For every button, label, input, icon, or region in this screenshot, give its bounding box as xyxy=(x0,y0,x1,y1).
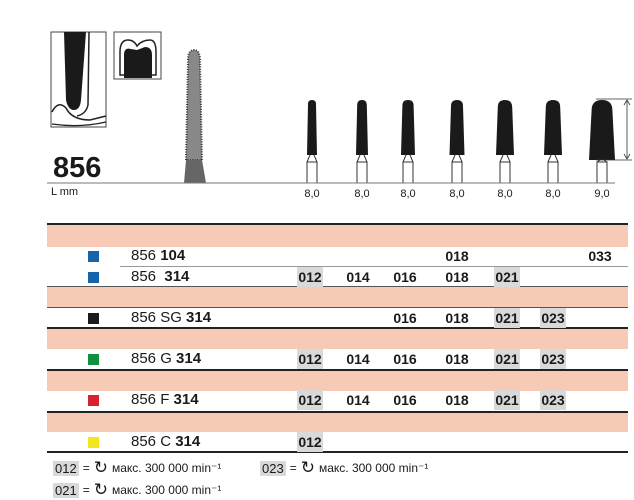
size-cell: 021 xyxy=(494,308,520,328)
length-dimension xyxy=(596,98,632,161)
size-cell: 012 xyxy=(297,267,323,287)
bur-image xyxy=(356,100,368,183)
size-cell: 018 xyxy=(445,392,469,408)
article-prefix: 856 xyxy=(131,268,161,285)
size-cell: 016 xyxy=(393,351,417,367)
length-value: 8,0 xyxy=(497,188,513,200)
bur-image xyxy=(449,100,465,183)
article-number: 856 F 314 xyxy=(131,391,199,408)
band xyxy=(47,225,628,247)
band xyxy=(47,413,628,432)
color-code-swatch xyxy=(88,354,99,365)
size-cell: 023 xyxy=(540,308,566,328)
article-shank: 314 xyxy=(173,391,199,408)
size-cell: 018 xyxy=(445,310,469,326)
size-cell: 023 xyxy=(540,390,566,410)
length-value: 8,0 xyxy=(304,188,320,200)
article-number: 856 SG 314 xyxy=(131,309,211,326)
size-cell: 012 xyxy=(297,432,323,452)
size-cell: 021 xyxy=(494,390,520,410)
legend-text: макс. 300 000 min⁻¹ xyxy=(111,483,222,497)
bur-image xyxy=(496,100,514,183)
divider xyxy=(47,286,628,287)
rule xyxy=(47,327,628,329)
table-bottom-rule xyxy=(47,451,628,453)
band xyxy=(47,329,628,349)
article-shank: 314 xyxy=(186,309,212,326)
size-cell: 012 xyxy=(297,349,323,369)
legend-code: 023 xyxy=(260,460,286,476)
legend-equals: = xyxy=(289,461,297,475)
crown-icon xyxy=(113,31,162,80)
bur-image xyxy=(589,100,615,183)
article-number: 856 G 314 xyxy=(131,350,201,367)
size-cell: 021 xyxy=(494,349,520,369)
size-cell: 012 xyxy=(297,390,323,410)
legend-equals: = xyxy=(82,461,90,475)
legend-item: 021 = ↻ макс. 300 000 min⁻¹ xyxy=(53,480,221,500)
article-shank: 314 xyxy=(175,433,201,450)
length-value: 9,0 xyxy=(594,188,610,200)
rule xyxy=(47,369,628,371)
size-cell: 014 xyxy=(346,392,370,408)
article-shank: 314 xyxy=(164,268,190,285)
bur-image xyxy=(544,100,562,183)
size-cell: 016 xyxy=(393,310,417,326)
legend-text: макс. 300 000 min⁻¹ xyxy=(318,461,429,475)
product-number: 856 xyxy=(53,152,102,184)
length-value: 8,0 xyxy=(354,188,370,200)
bur-image xyxy=(401,100,415,183)
size-cell: 016 xyxy=(393,269,417,285)
color-code-swatch xyxy=(88,272,99,283)
size-cell: 018 xyxy=(445,351,469,367)
band xyxy=(47,287,628,307)
color-code-swatch xyxy=(88,395,99,406)
length-label: L mm xyxy=(51,186,79,198)
legend-item: 023 = ↻ макс. 300 000 min⁻¹ xyxy=(260,458,428,478)
legend-equals: = xyxy=(82,483,90,497)
size-cell: 021 xyxy=(494,267,520,287)
band xyxy=(47,371,628,391)
table-top-rule xyxy=(47,223,628,225)
rotation-icon: ↻ xyxy=(93,480,108,499)
rotation-icon: ↻ xyxy=(93,458,108,477)
length-value: 8,0 xyxy=(545,188,561,200)
size-cell: 033 xyxy=(588,248,612,264)
legend-item: 012 = ↻ макс. 300 000 min⁻¹ xyxy=(53,458,221,478)
color-code-swatch xyxy=(88,313,99,324)
color-code-swatch xyxy=(88,437,99,448)
legend-code: 012 xyxy=(53,460,79,476)
rule xyxy=(47,411,628,413)
article-number: 856 C 314 xyxy=(131,433,200,450)
size-cell: 016 xyxy=(393,392,417,408)
size-cell: 014 xyxy=(346,351,370,367)
size-cell: 018 xyxy=(445,269,469,285)
size-cell: 014 xyxy=(346,269,370,285)
legend-code: 021 xyxy=(53,482,79,498)
article-prefix: 856 SG xyxy=(131,309,182,326)
article-number: 856 104 xyxy=(131,247,185,264)
article-prefix: 856 C xyxy=(131,433,172,450)
illustrations xyxy=(47,31,632,184)
preparation-icon xyxy=(50,31,107,128)
article-number: 856 314 xyxy=(131,268,189,285)
diamond-bur-image xyxy=(184,48,206,183)
rotation-icon: ↻ xyxy=(300,458,315,477)
length-value: 8,0 xyxy=(400,188,416,200)
legend-text: макс. 300 000 min⁻¹ xyxy=(111,461,222,475)
article-prefix: 856 xyxy=(131,247,157,264)
length-value: 8,0 xyxy=(449,188,465,200)
divider xyxy=(120,266,628,267)
article-prefix: 856 G xyxy=(131,350,172,367)
article-shank: 104 xyxy=(160,247,186,264)
size-cell: 023 xyxy=(540,349,566,369)
divider xyxy=(47,307,628,308)
size-cell: 018 xyxy=(445,248,469,264)
article-prefix: 856 F xyxy=(131,391,170,408)
article-shank: 314 xyxy=(176,350,202,367)
bur-image xyxy=(306,100,318,183)
color-code-swatch xyxy=(88,251,99,262)
